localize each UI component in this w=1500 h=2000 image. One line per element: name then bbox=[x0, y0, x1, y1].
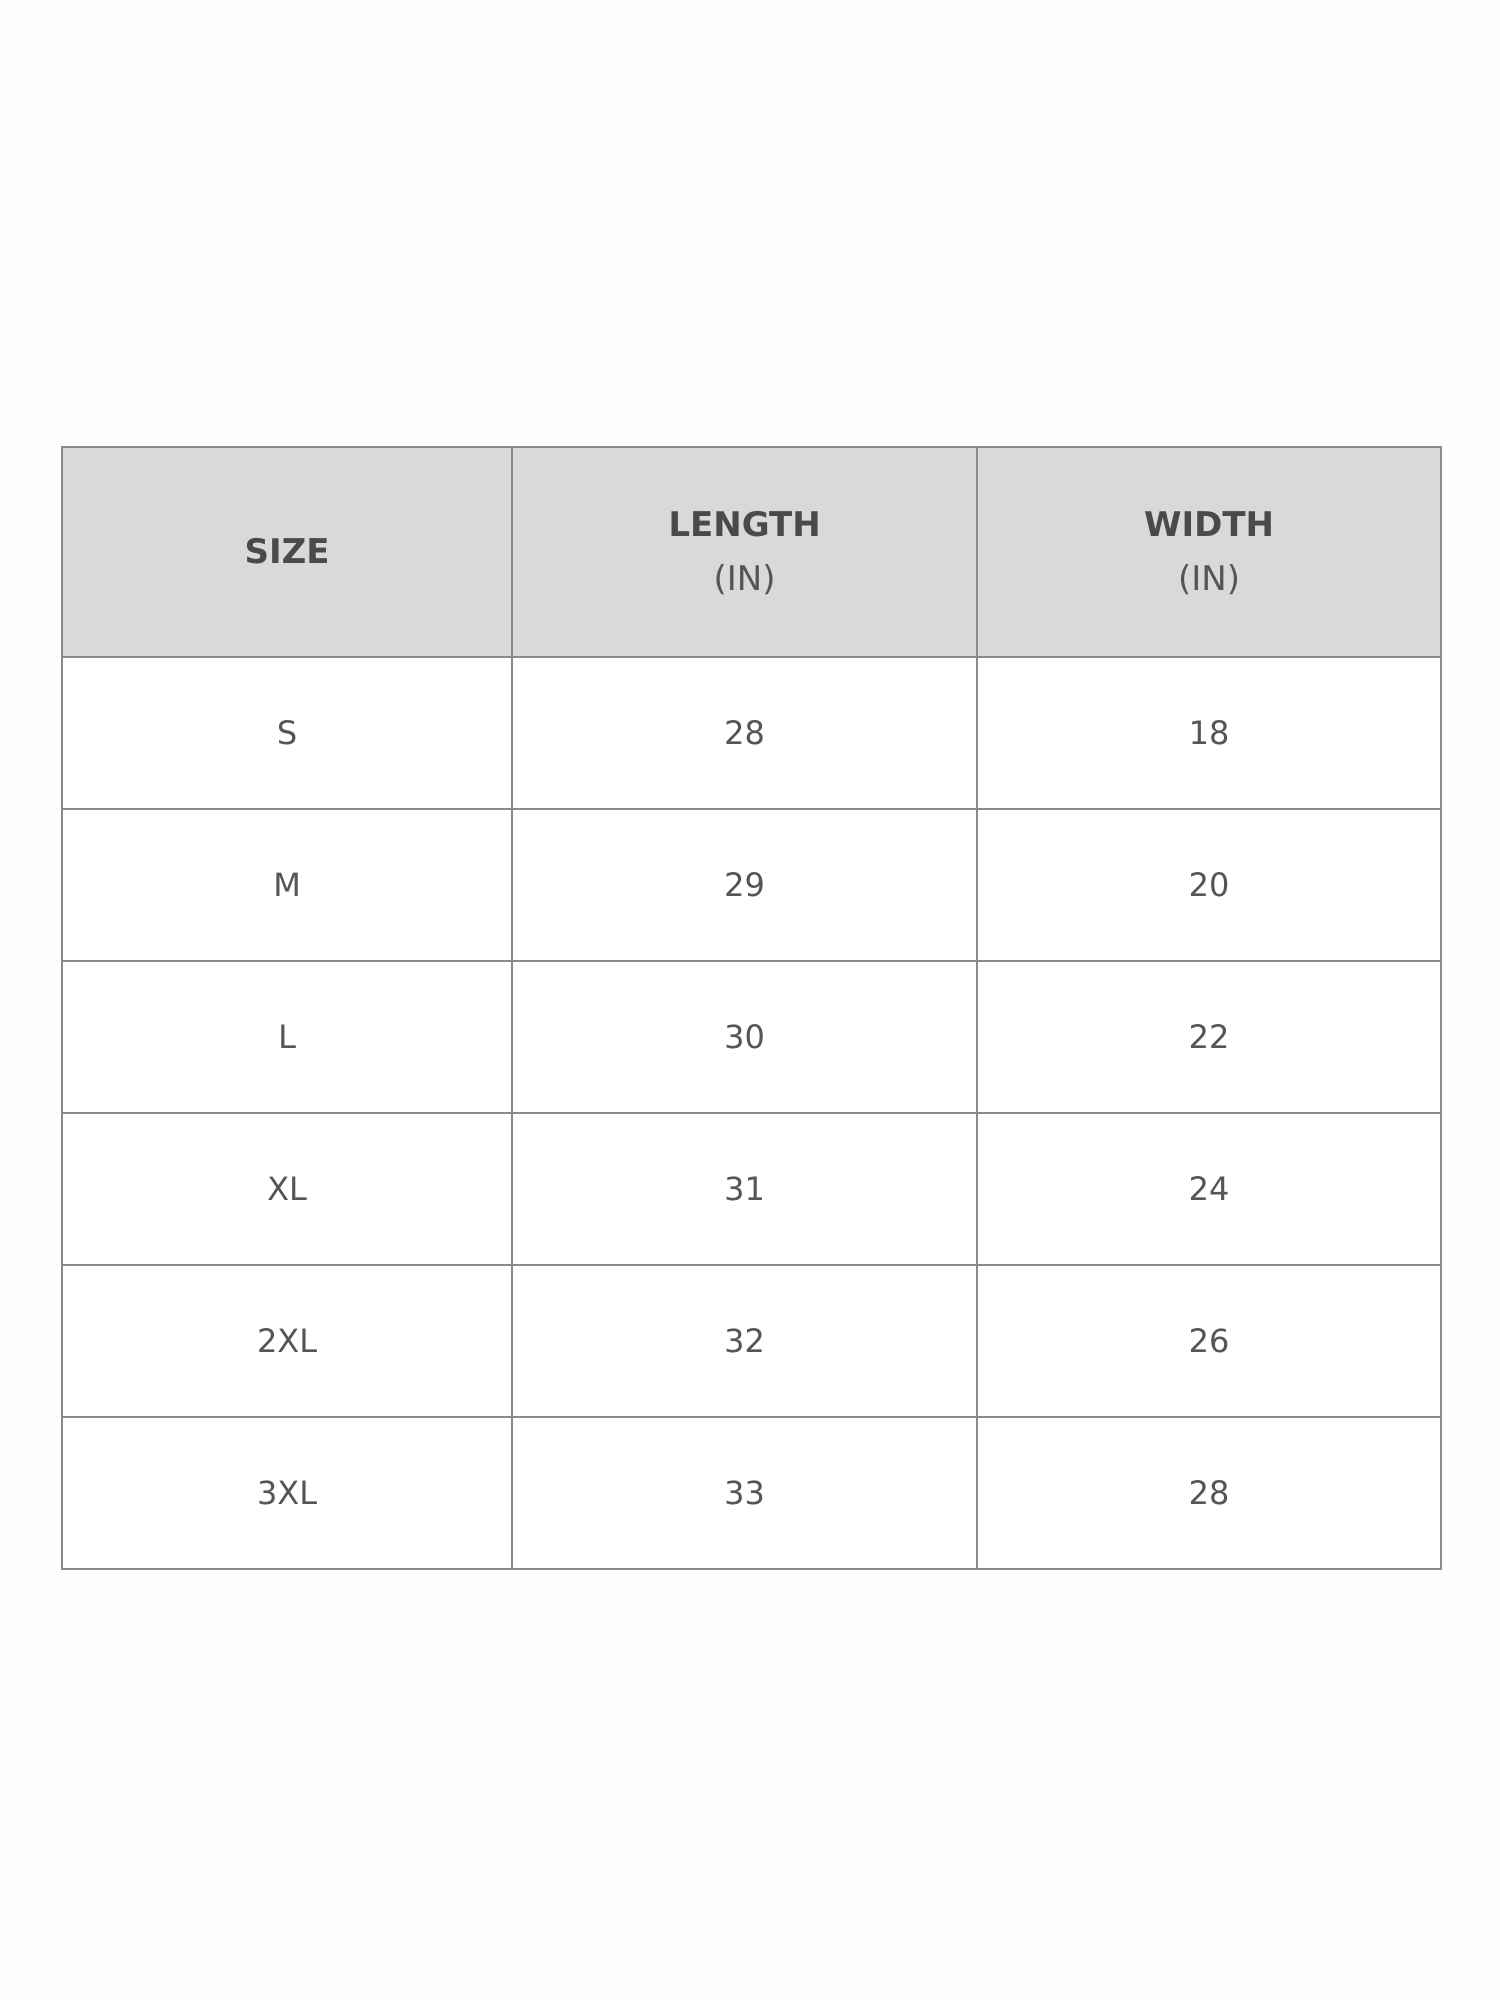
size-cell: 2XL bbox=[61, 1264, 513, 1418]
table-row: 3XL 33 28 bbox=[61, 1416, 1442, 1570]
length-cell: 29 bbox=[511, 808, 978, 962]
length-cell: 30 bbox=[511, 960, 978, 1114]
table-row: S 28 18 bbox=[61, 656, 1442, 810]
table-row: M 29 20 bbox=[61, 808, 1442, 962]
width-cell: 24 bbox=[976, 1112, 1442, 1266]
header-row: SIZE LENGTH (IN) WIDTH (IN) bbox=[61, 446, 1442, 658]
length-cell: 32 bbox=[511, 1264, 978, 1418]
table-row: 2XL 32 26 bbox=[61, 1264, 1442, 1418]
length-cell: 33 bbox=[511, 1416, 978, 1570]
table-row: L 30 22 bbox=[61, 960, 1442, 1114]
size-chart-table: SIZE LENGTH (IN) WIDTH (IN) S 28 18 M 29 20 L 30 2… bbox=[61, 446, 1442, 1570]
table-row: XL 31 24 bbox=[61, 1112, 1442, 1266]
width-cell: 26 bbox=[976, 1264, 1442, 1418]
size-cell: XL bbox=[61, 1112, 513, 1266]
size-cell: S bbox=[61, 656, 513, 810]
header-length: LENGTH (IN) bbox=[511, 446, 978, 658]
width-cell: 22 bbox=[976, 960, 1442, 1114]
header-width: WIDTH (IN) bbox=[976, 446, 1442, 658]
width-cell: 28 bbox=[976, 1416, 1442, 1570]
width-cell: 20 bbox=[976, 808, 1442, 962]
size-cell: M bbox=[61, 808, 513, 962]
size-cell: 3XL bbox=[61, 1416, 513, 1570]
length-cell: 31 bbox=[511, 1112, 978, 1266]
width-cell: 18 bbox=[976, 656, 1442, 810]
size-cell: L bbox=[61, 960, 513, 1114]
header-size: SIZE bbox=[61, 446, 513, 658]
length-cell: 28 bbox=[511, 656, 978, 810]
